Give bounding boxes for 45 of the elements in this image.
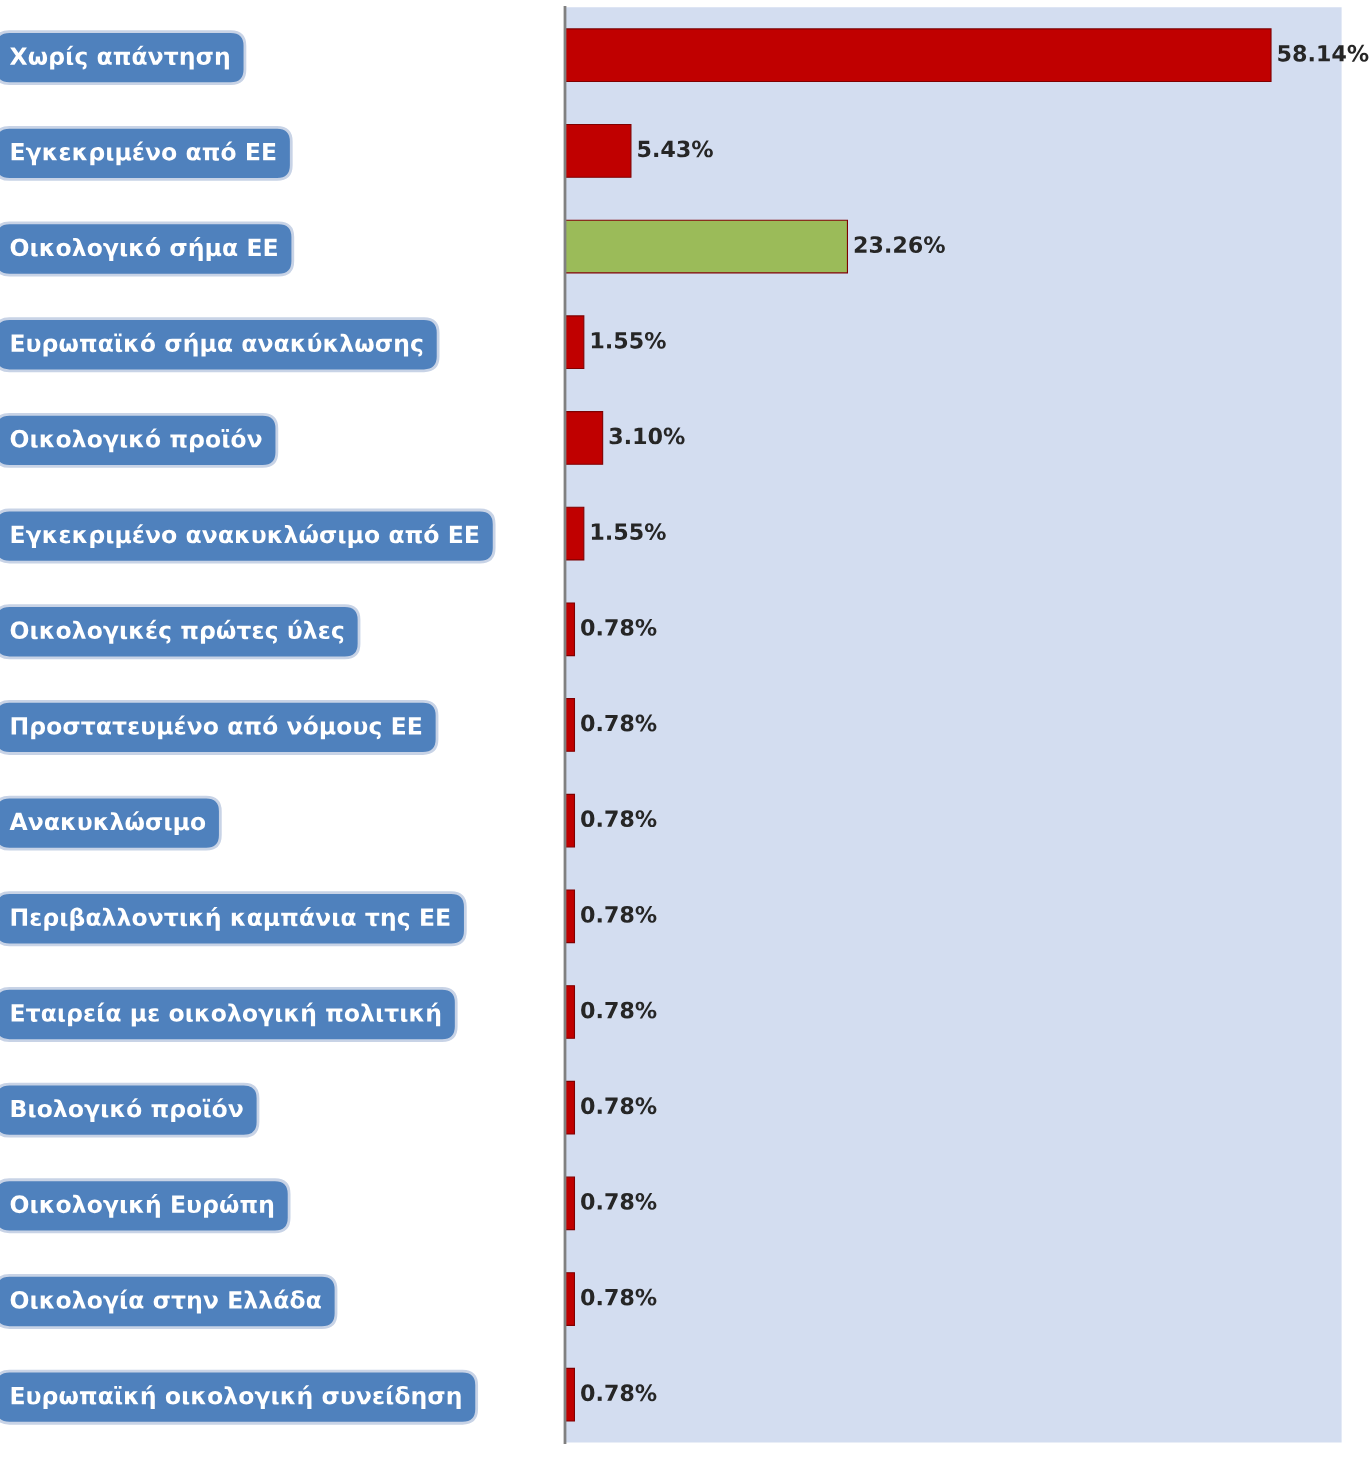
y-tick-label: Οικολογικές πρώτες ύλες [10, 619, 344, 644]
y-tick-label: Προστατευμένο από νόμους ΕΕ [11, 715, 422, 740]
bar [565, 1080, 576, 1135]
data-label: 23.26% [854, 236, 945, 254]
bar [565, 1272, 576, 1326]
data-label: 0.78% [581, 1097, 657, 1115]
y-tick-label: Ανακυκλώσιμο [9, 811, 206, 836]
bar [565, 506, 585, 561]
y-tick-label: Εταιρεία με οικολογική πολιτική [11, 1002, 441, 1027]
y-tick-label: Περιβαλλοντική καμπάνια της ΕΕ [11, 906, 450, 931]
y-tick-label: Εγκεκριμένο από ΕΕ [11, 141, 276, 166]
data-label: 0.78% [581, 1193, 657, 1210]
bar [565, 793, 576, 848]
y-tick-label: Ευρωπαϊκό σήμα ανακύκλωσης [11, 332, 423, 357]
bar [565, 124, 632, 178]
data-label: 0.78% [581, 1288, 657, 1306]
bar [565, 602, 576, 657]
bar [565, 315, 585, 370]
y-tick-label: Οικολογικό προϊόν [10, 428, 262, 453]
data-label: 0.78% [581, 810, 657, 828]
bar [565, 411, 604, 465]
data-label: 0.78% [581, 905, 657, 923]
data-label: 0.78% [581, 1001, 657, 1019]
data-label: 5.43% [638, 140, 713, 158]
bar [565, 219, 849, 274]
bar [565, 985, 576, 1039]
data-label: 3.10% [609, 427, 685, 445]
y-tick-label: Εγκεκριμένο ανακυκλώσιμο από ΕΕ [11, 524, 479, 548]
bar [565, 28, 1272, 83]
y-tick-label: Χωρίς απάντηση [9, 45, 229, 70]
y-tick-label: Ευρωπαϊκή οικολογική συνείδηση [11, 1385, 461, 1410]
bar [565, 698, 576, 752]
data-label: 0.78% [581, 1384, 657, 1402]
data-label: 1.55% [591, 331, 666, 349]
data-label: 0.78% [581, 618, 657, 636]
y-tick-label: Οικολογική Ευρώπη [10, 1193, 274, 1218]
data-label: 1.55% [591, 523, 666, 541]
y-tick-label: Οικολογικό σήμα ΕΕ [10, 237, 277, 261]
y-tick-label: Βιολογικό προϊόν [11, 1098, 243, 1123]
bar [565, 889, 576, 944]
bar [565, 1176, 576, 1231]
y-tick-label: Οικολογία στην Ελλάδα [10, 1289, 321, 1314]
bar [565, 1367, 576, 1422]
data-label: 0.78% [581, 714, 657, 732]
data-label: 58.14% [1278, 44, 1369, 62]
